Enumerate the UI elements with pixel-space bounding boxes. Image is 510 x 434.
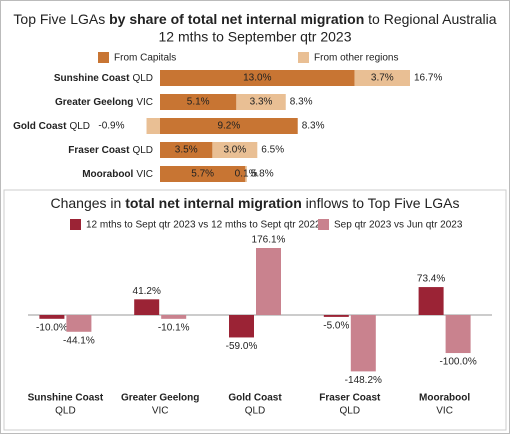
total-label: 6.5% bbox=[261, 145, 284, 156]
bar bbox=[418, 287, 444, 315]
bar-segment bbox=[160, 142, 213, 158]
data-label: -0.9% bbox=[98, 121, 124, 132]
legend-label: From other regions bbox=[314, 53, 398, 64]
category-state: QLD bbox=[132, 145, 153, 156]
title-part: to Regional Australia bbox=[364, 11, 497, 27]
total-label: 8.3% bbox=[302, 121, 325, 132]
bar-segment bbox=[354, 70, 410, 86]
total-label: 5.8% bbox=[251, 169, 274, 180]
bar bbox=[256, 248, 281, 315]
legend-label: Sep qtr 2023 vs Jun qtr 2023 bbox=[334, 220, 463, 231]
category-state: VIC bbox=[436, 406, 453, 417]
data-label: 5.7% bbox=[191, 169, 214, 180]
title-part: Changes in bbox=[51, 195, 126, 211]
total-label: 16.7% bbox=[414, 73, 442, 84]
category-label: Moorabool VIC bbox=[82, 169, 153, 180]
legend-swatch bbox=[318, 219, 329, 230]
data-label: 3.7% bbox=[371, 73, 394, 84]
data-label: -10.0% bbox=[36, 322, 68, 333]
category-label: Fraser Coast bbox=[319, 393, 381, 404]
category-name: Sunshine Coast bbox=[54, 73, 130, 84]
category-name: Gold Coast bbox=[13, 121, 67, 132]
bar bbox=[39, 315, 65, 319]
data-label: 73.4% bbox=[417, 274, 445, 285]
category-name: Greater Geelong bbox=[55, 97, 133, 108]
category-label: Gold Coast bbox=[228, 393, 282, 404]
data-label: 5.1% bbox=[187, 97, 210, 108]
bar-segment bbox=[146, 118, 160, 134]
category-label: Sunshine Coast bbox=[28, 393, 104, 404]
legend-label: 12 mths to Sept qtr 2023 vs 12 mths to S… bbox=[86, 220, 321, 231]
bar bbox=[445, 315, 471, 354]
data-label: -148.2% bbox=[345, 375, 382, 386]
category-label: Sunshine Coast QLD bbox=[54, 73, 153, 84]
title-part: total net internal migration bbox=[125, 195, 302, 211]
bar-segment bbox=[160, 94, 237, 110]
bar bbox=[350, 315, 376, 372]
data-label: -5.0% bbox=[323, 321, 349, 332]
legend-swatch bbox=[298, 52, 309, 63]
category-name: Fraser Coast bbox=[68, 145, 130, 156]
category-label: Moorabool bbox=[419, 393, 470, 404]
bar-segment bbox=[160, 166, 246, 182]
category-label: Gold Coast QLD bbox=[13, 121, 90, 132]
data-label: -44.1% bbox=[63, 335, 95, 346]
data-label: 41.2% bbox=[133, 286, 161, 297]
data-label: -10.1% bbox=[158, 322, 190, 333]
data-label: 9.2% bbox=[217, 121, 240, 132]
data-label: 3.0% bbox=[223, 145, 246, 156]
category-label: Greater Geelong VIC bbox=[55, 97, 153, 108]
bar bbox=[134, 299, 160, 315]
category-state: QLD bbox=[340, 406, 361, 417]
bar bbox=[161, 315, 187, 319]
bar bbox=[66, 315, 92, 332]
bar-segment bbox=[160, 70, 355, 86]
bar bbox=[229, 315, 254, 338]
total-label: 8.3% bbox=[290, 97, 313, 108]
category-state: VIC bbox=[136, 169, 153, 180]
category-name: Moorabool bbox=[82, 169, 133, 180]
category-state: QLD bbox=[245, 406, 266, 417]
data-label: -59.0% bbox=[226, 341, 258, 352]
data-label: 13.0% bbox=[243, 73, 271, 84]
title-part: by share of total net internal migration bbox=[109, 11, 364, 27]
legend-swatch bbox=[98, 52, 109, 63]
data-label: 0.1% bbox=[235, 169, 258, 180]
category-state: VIC bbox=[136, 97, 153, 108]
legend-swatch bbox=[70, 219, 81, 230]
category-state: QLD bbox=[55, 406, 76, 417]
title-part: Top Five LGAs bbox=[13, 11, 109, 27]
data-label: 176.1% bbox=[252, 235, 286, 246]
title-part: inflows to Top Five LGAs bbox=[302, 195, 460, 211]
legend-label: From Capitals bbox=[114, 53, 176, 64]
bar bbox=[323, 315, 349, 317]
bar-segment bbox=[236, 94, 286, 110]
chart-subtitle: 12 mths to September qtr 2023 bbox=[159, 29, 352, 45]
category-state: QLD bbox=[69, 121, 90, 132]
bar-segment bbox=[212, 142, 258, 158]
category-state: QLD bbox=[132, 73, 153, 84]
category-label: Fraser Coast QLD bbox=[68, 145, 153, 156]
data-label: 3.5% bbox=[175, 145, 198, 156]
category-label: Greater Geelong bbox=[121, 393, 199, 404]
bar-segment bbox=[245, 166, 247, 182]
category-state: VIC bbox=[152, 406, 169, 417]
chart-title: Changes in total net internal migration … bbox=[51, 195, 460, 211]
data-label: -100.0% bbox=[439, 357, 476, 368]
bar-segment bbox=[160, 118, 298, 134]
chart-title: Top Five LGAs by share of total net inte… bbox=[13, 11, 496, 27]
data-label: 3.3% bbox=[250, 97, 273, 108]
